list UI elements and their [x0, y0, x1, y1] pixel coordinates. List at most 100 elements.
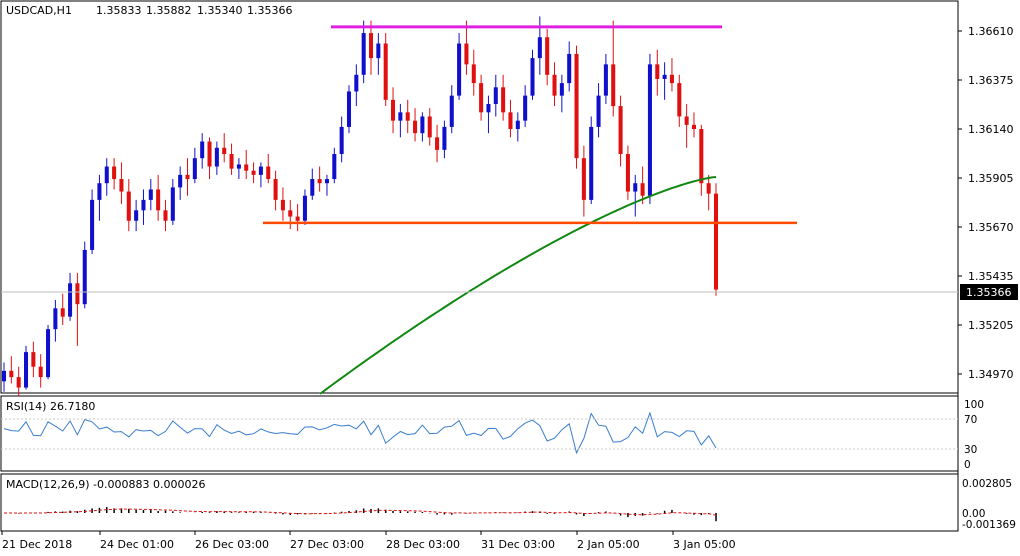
- price-tick: 1.34970: [968, 368, 1014, 381]
- candle-body: [141, 199, 146, 211]
- macd-level: 0.002805: [962, 478, 1012, 490]
- candle-body: [178, 174, 183, 188]
- candles-layer: [1, 16, 719, 396]
- time-label: 21 Dec 2018: [2, 538, 72, 551]
- low-value: 1.35340: [197, 4, 243, 17]
- macd-level: -0.001369: [962, 519, 1016, 531]
- candle-body: [24, 352, 29, 388]
- price-tick: 1.35435: [968, 270, 1014, 283]
- current-price-label: 1.35366: [966, 286, 1012, 299]
- symbol-label: USDCAD,H1: [6, 4, 72, 17]
- candle-body: [53, 308, 58, 330]
- candle-body: [647, 64, 652, 196]
- candle-body: [222, 147, 227, 155]
- candle-body: [442, 126, 447, 150]
- candle-body: [618, 106, 623, 155]
- candle-body: [383, 43, 388, 100]
- time-label: 31 Dec 03:00: [481, 538, 555, 551]
- time-label: 2 Jan 05:00: [577, 538, 640, 551]
- candle-body: [119, 179, 124, 192]
- macd-label: MACD(12,26,9) -0.000883 0.000026: [6, 478, 205, 491]
- candle-body: [68, 283, 73, 317]
- candle-body: [361, 33, 366, 75]
- candle-body: [603, 64, 608, 96]
- current-price-tag: [960, 284, 1018, 300]
- candle-body: [310, 179, 315, 196]
- price-tick: 1.35905: [968, 172, 1014, 185]
- candle-body: [266, 166, 271, 180]
- time-label: 3 Jan 05:00: [673, 538, 736, 551]
- rsi-level: 0: [964, 459, 971, 471]
- candle-body: [273, 179, 278, 200]
- candle-body: [126, 191, 131, 221]
- candle-body: [713, 193, 719, 290]
- candle-body: [501, 87, 506, 113]
- price-tick: 1.36610: [968, 25, 1014, 38]
- rsi-level: 70: [964, 414, 977, 426]
- rsi-label: RSI(14) 26.7180: [6, 400, 95, 413]
- candle-body: [449, 95, 454, 127]
- candle-body: [691, 124, 696, 129]
- candle-body: [60, 308, 65, 317]
- candle-body: [280, 199, 285, 211]
- ma200-line: [319, 176, 717, 395]
- close-value: 1.35366: [247, 4, 293, 17]
- candle-body: [156, 189, 161, 211]
- rsi-line: [3, 411, 717, 455]
- candle-body: [493, 87, 498, 104]
- candle-body: [38, 366, 43, 378]
- candle-body: [163, 210, 168, 221]
- candle-body: [633, 183, 638, 192]
- candle-body: [552, 74, 557, 96]
- candle-body: [625, 154, 630, 192]
- candle-body: [229, 154, 234, 169]
- candle-body: [545, 37, 550, 75]
- candle-body: [391, 99, 396, 121]
- candle-body: [148, 189, 153, 200]
- candle-body: [324, 179, 329, 184]
- candle-body: [214, 147, 219, 167]
- candle-body: [706, 183, 711, 194]
- macd-level: 0.00: [962, 508, 985, 520]
- candle-body: [332, 154, 337, 180]
- candle-body: [192, 158, 197, 180]
- candle-body: [46, 329, 51, 378]
- rsi-level: 100: [964, 399, 984, 411]
- candle-body: [90, 199, 95, 250]
- candle-body: [9, 370, 14, 378]
- time-label: 28 Dec 03:00: [386, 538, 460, 551]
- macd-signal-line: [4, 508, 717, 516]
- candle-body: [75, 283, 80, 305]
- candle-body: [640, 183, 645, 196]
- candle-body: [244, 164, 249, 171]
- candle-body: [464, 43, 469, 65]
- candle-body: [669, 74, 674, 84]
- time-label: 26 Dec 03:00: [195, 538, 269, 551]
- rsi-layer: [3, 411, 717, 455]
- price-tick: 1.35205: [968, 319, 1014, 332]
- candle-body: [346, 91, 352, 127]
- candle-body: [684, 116, 689, 125]
- price-tick: 1.36140: [968, 123, 1014, 136]
- candle-body: [537, 37, 542, 59]
- candle-body: [339, 126, 344, 155]
- candle-body: [515, 120, 520, 129]
- candle-body: [559, 83, 564, 96]
- time-axis: 21 Dec 2018 24 Dec 01:00 26 Dec 03:00 27…: [1, 531, 736, 551]
- candle-body: [574, 53, 579, 159]
- candle-body: [427, 116, 432, 138]
- rsi-level: 30: [964, 444, 977, 456]
- candle-body: [486, 103, 491, 113]
- candle-body: [104, 166, 109, 184]
- macd-panel: [0, 473, 959, 532]
- candle-body: [376, 43, 381, 59]
- candle-body: [1, 370, 7, 382]
- candle-body: [16, 377, 21, 388]
- candle-body: [134, 210, 139, 221]
- candle-body: [523, 95, 528, 121]
- candle-body: [699, 129, 704, 184]
- high-value: 1.35882: [146, 4, 192, 17]
- candle-body: [398, 112, 403, 121]
- candle-body: [662, 74, 667, 79]
